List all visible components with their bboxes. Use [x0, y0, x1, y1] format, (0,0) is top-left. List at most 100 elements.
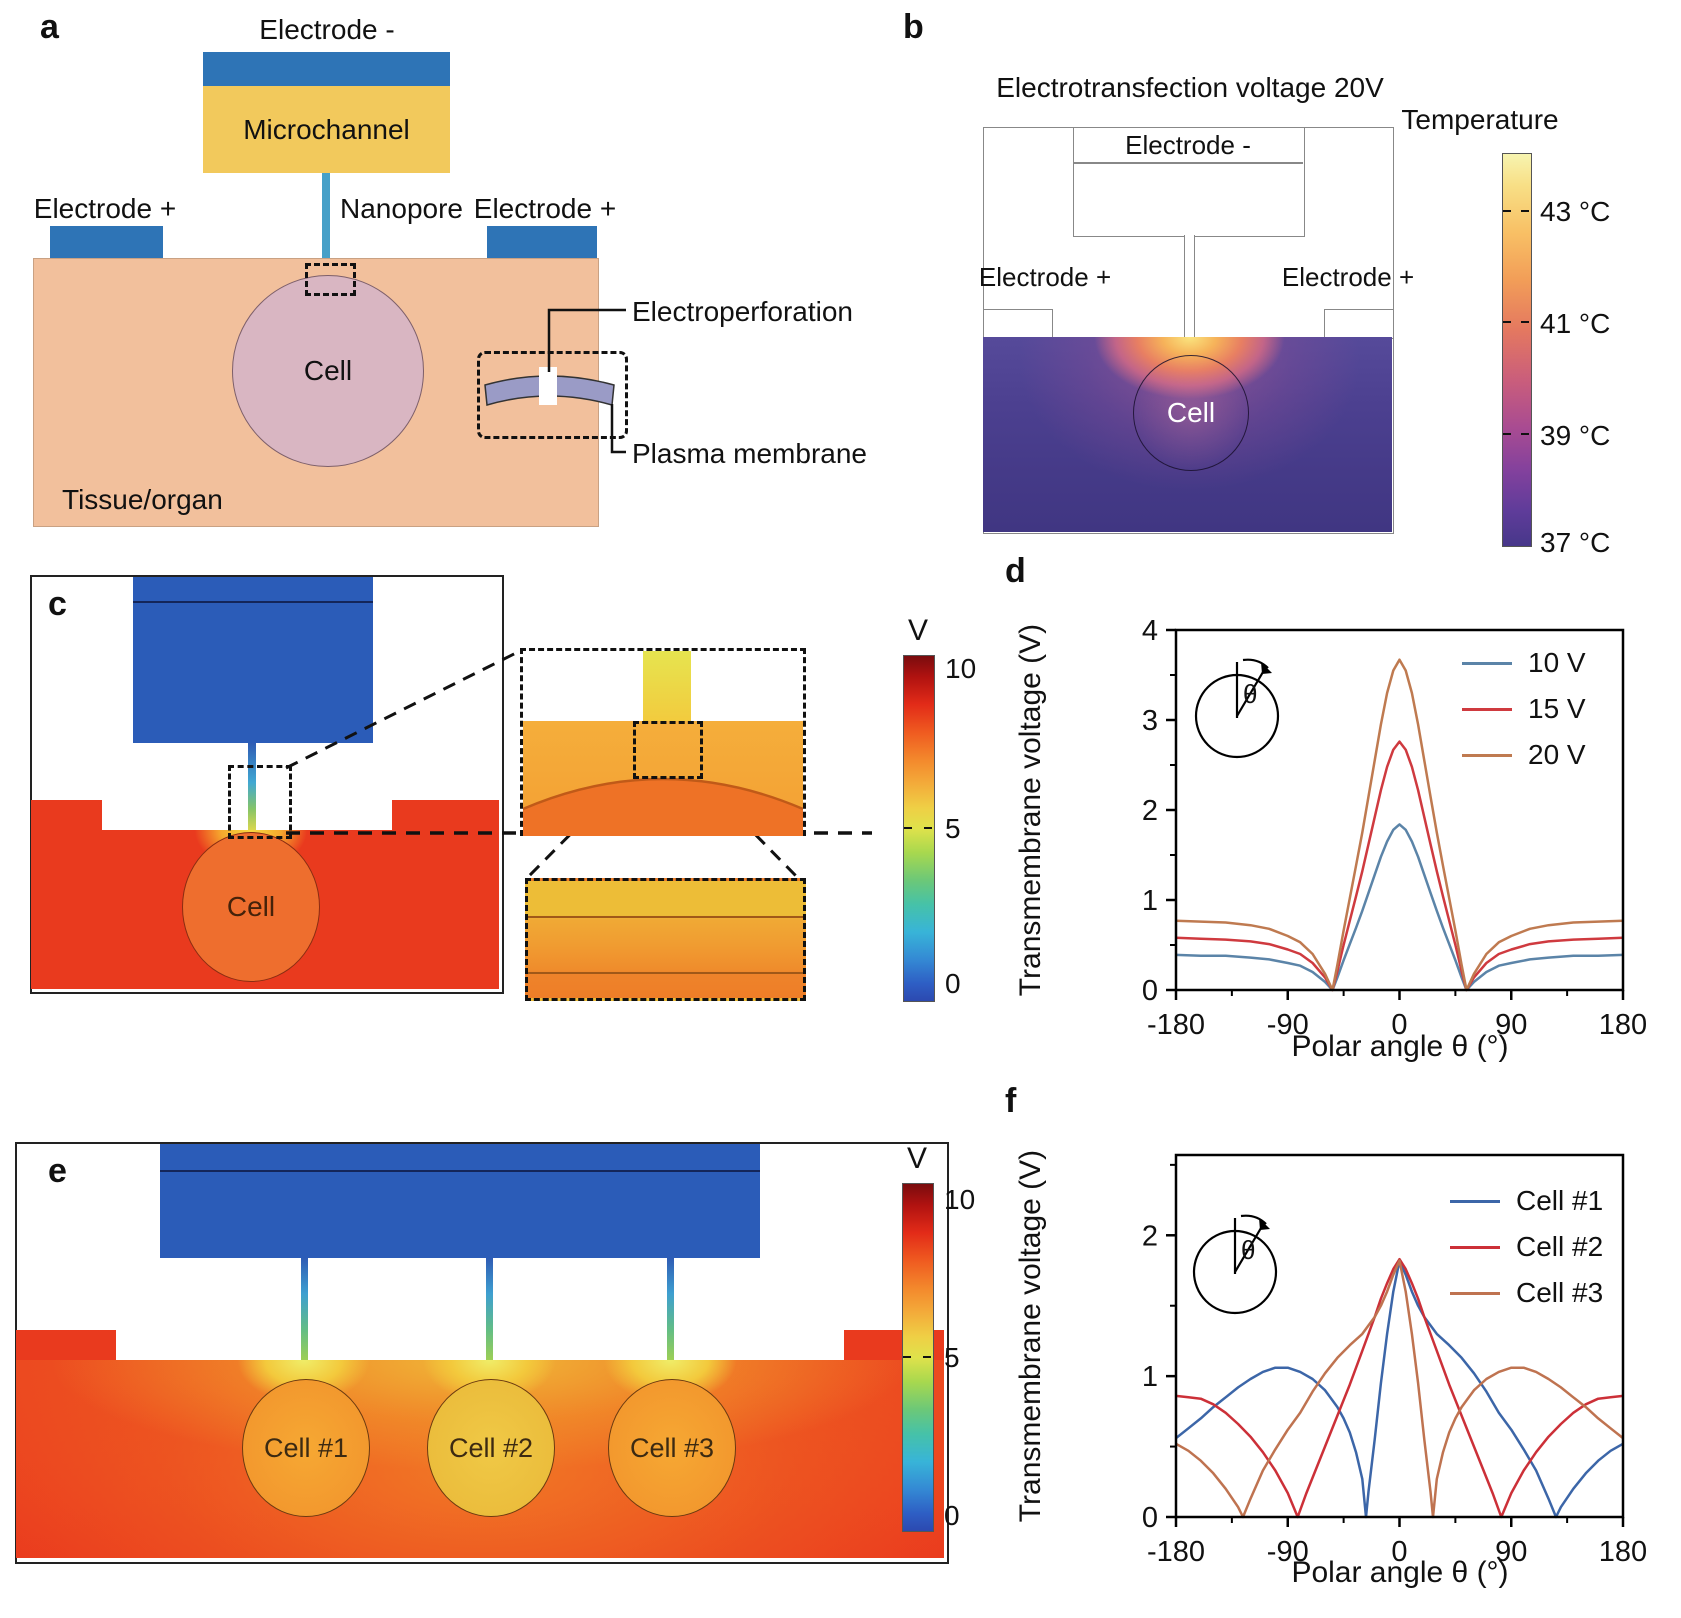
electrode-block-c: [133, 577, 373, 743]
theta-symbol-d: θ: [1243, 679, 1257, 709]
f-xlabel: Polar angle θ (°): [1291, 1556, 1509, 1589]
x-tick-label: -180: [1147, 1536, 1205, 1568]
panel-f-label: f: [1005, 1082, 1017, 1120]
nanopore-channel: [322, 173, 330, 259]
legend-f: Cell #1 Cell #2 Cell #3: [1450, 1178, 1603, 1316]
voltage-c-tick-10: 10: [945, 653, 977, 684]
x-tick-label: 0: [1391, 1536, 1407, 1568]
theta-inset-arrowhead-d: [1261, 662, 1272, 674]
panel-d-label: d: [1005, 552, 1026, 590]
electrode-plus-left-bar: [50, 226, 163, 258]
legend-item: Cell #1: [1450, 1178, 1603, 1224]
x-tick-label: -90: [1267, 1536, 1309, 1568]
panel-b-label: b: [903, 8, 924, 46]
nanopore-channel-e2: [486, 1258, 493, 1360]
legend-line-swatch: [1450, 1245, 1500, 1249]
panel-c-label: c: [48, 585, 67, 623]
electrode-inner-line: [133, 601, 373, 603]
membrane-inset-drawing: [484, 367, 615, 406]
y-tick-label: 4: [1142, 615, 1158, 647]
electrode-plus-left-label-b: Electrode +: [978, 262, 1112, 292]
x-tick-label: -180: [1147, 1009, 1205, 1041]
x-tick-label: 0: [1391, 1009, 1407, 1041]
panel-a-label: a: [40, 8, 59, 46]
nanopore-contact-dashed-box: [305, 263, 356, 296]
legend-line-swatch: [1462, 661, 1512, 665]
series-cell-#1: [1175, 1259, 1624, 1519]
legend-label: 20 V: [1528, 739, 1586, 770]
legend-label: 15 V: [1528, 693, 1586, 724]
electrode-minus-label-a: Electrode -: [259, 14, 395, 45]
panel-c-connector-lines: [285, 649, 872, 880]
electrode-plus-left-block-c: [31, 800, 102, 831]
inset2-membrane-line-bottom: [528, 972, 803, 974]
legend-item: 10 V: [1462, 640, 1586, 686]
zoom-region-dashed-box-inset1: [633, 721, 703, 779]
legend-line-swatch: [1462, 753, 1512, 757]
chart-panel-d: θ -180 -90 0 90 180 0 1 2 3 4: [1142, 615, 1647, 1041]
colorbar-tick-mark: [923, 1356, 931, 1358]
x-tick-label: 90: [1495, 1009, 1527, 1041]
nanopore-zoom-inset-1: [520, 648, 806, 836]
legend-label: Cell #3: [1516, 1277, 1604, 1308]
colorbar-tick-mark: [1503, 210, 1511, 212]
colorbar-tick-mark: [1521, 210, 1529, 212]
legend-label: 10 V: [1528, 647, 1586, 678]
electrode-plus-right-block-c: [392, 800, 499, 831]
theta-inset-arrowhead-f: [1259, 1218, 1270, 1230]
y-tick-label: 2: [1142, 795, 1158, 827]
x-tick-label: 180: [1599, 1536, 1647, 1568]
voltage-c-tick-5: 5: [945, 813, 961, 844]
electrode-plus-left-label-a: Electrode +: [33, 193, 177, 224]
x-tick-label: 90: [1495, 1536, 1527, 1568]
cell-3-e: Cell #3: [608, 1379, 736, 1517]
inset1-channel: [643, 651, 691, 721]
voltage-e-tick-0: 0: [944, 1500, 960, 1531]
panel-e-label: e: [48, 1152, 67, 1190]
x-tick-label: -90: [1267, 1009, 1309, 1041]
chart-panel-f: θ -180 -90 0 90 180 0 1 2: [1142, 1153, 1647, 1568]
inset2-membrane-line-top: [528, 916, 803, 918]
temp-tick-43: 43 °C: [1540, 196, 1611, 227]
legend-d: 10 V 15 V 20 V: [1462, 640, 1586, 778]
colorbar-tick-mark: [1503, 321, 1511, 323]
legend-item: 20 V: [1462, 732, 1586, 778]
voltage-colorbar-e-title: V: [906, 1142, 927, 1175]
electrode-block-e: [160, 1144, 760, 1258]
plasma-membrane-label: Plasma membrane: [632, 438, 867, 469]
cell-outline-b: Cell: [1133, 355, 1249, 471]
plot-frame: [1174, 628, 1625, 992]
series-cell-#3: [1175, 1259, 1624, 1519]
electrode-minus-bar: [203, 52, 450, 86]
voltage-c-tick-0: 0: [945, 968, 961, 999]
nanopore-channel-b: [1184, 235, 1195, 337]
temp-tick-41: 41 °C: [1540, 308, 1611, 339]
voltage-e-tick-5: 5: [944, 1342, 960, 1373]
electrode-inner-line: [160, 1170, 760, 1172]
temperature-colorbar-title: Temperature: [1401, 104, 1559, 135]
series-15-v: [1175, 740, 1624, 992]
electroperforation-connector-line: [547, 308, 626, 372]
electrode-plus-right-label-b: Electrode +: [1281, 262, 1415, 292]
nanopore-label: Nanopore: [340, 193, 463, 224]
inset1-membrane-line: [523, 777, 803, 811]
electrode-plus-left-notch-b: [983, 309, 1053, 339]
inset1-cell-region: [523, 779, 803, 836]
nanopore-channel-e3: [667, 1258, 674, 1360]
legend-line-swatch: [1450, 1199, 1500, 1203]
y-tick-label: 0: [1142, 975, 1158, 1007]
theta-inset-radius-f: [1234, 1227, 1262, 1273]
series-cell-#2: [1175, 1257, 1624, 1519]
legend-line-swatch: [1462, 707, 1512, 711]
theta-inset-arrow-arc-d: [1242, 658, 1269, 669]
cell-c: Cell: [182, 832, 320, 982]
plasma-membrane-connector-line: [610, 404, 626, 454]
electrode-plus-right-bar: [487, 226, 597, 258]
theta-inset-arrow-arc-f: [1240, 1214, 1267, 1225]
colorbar-tick-mark: [1503, 433, 1511, 435]
voltage-e-tick-10: 10: [944, 1184, 976, 1215]
voltage-colorbar-c-title: V: [907, 614, 928, 647]
panel-b-title: Electrotransfection voltage 20V: [996, 72, 1384, 103]
theta-inset-radius-d: [1236, 671, 1264, 717]
